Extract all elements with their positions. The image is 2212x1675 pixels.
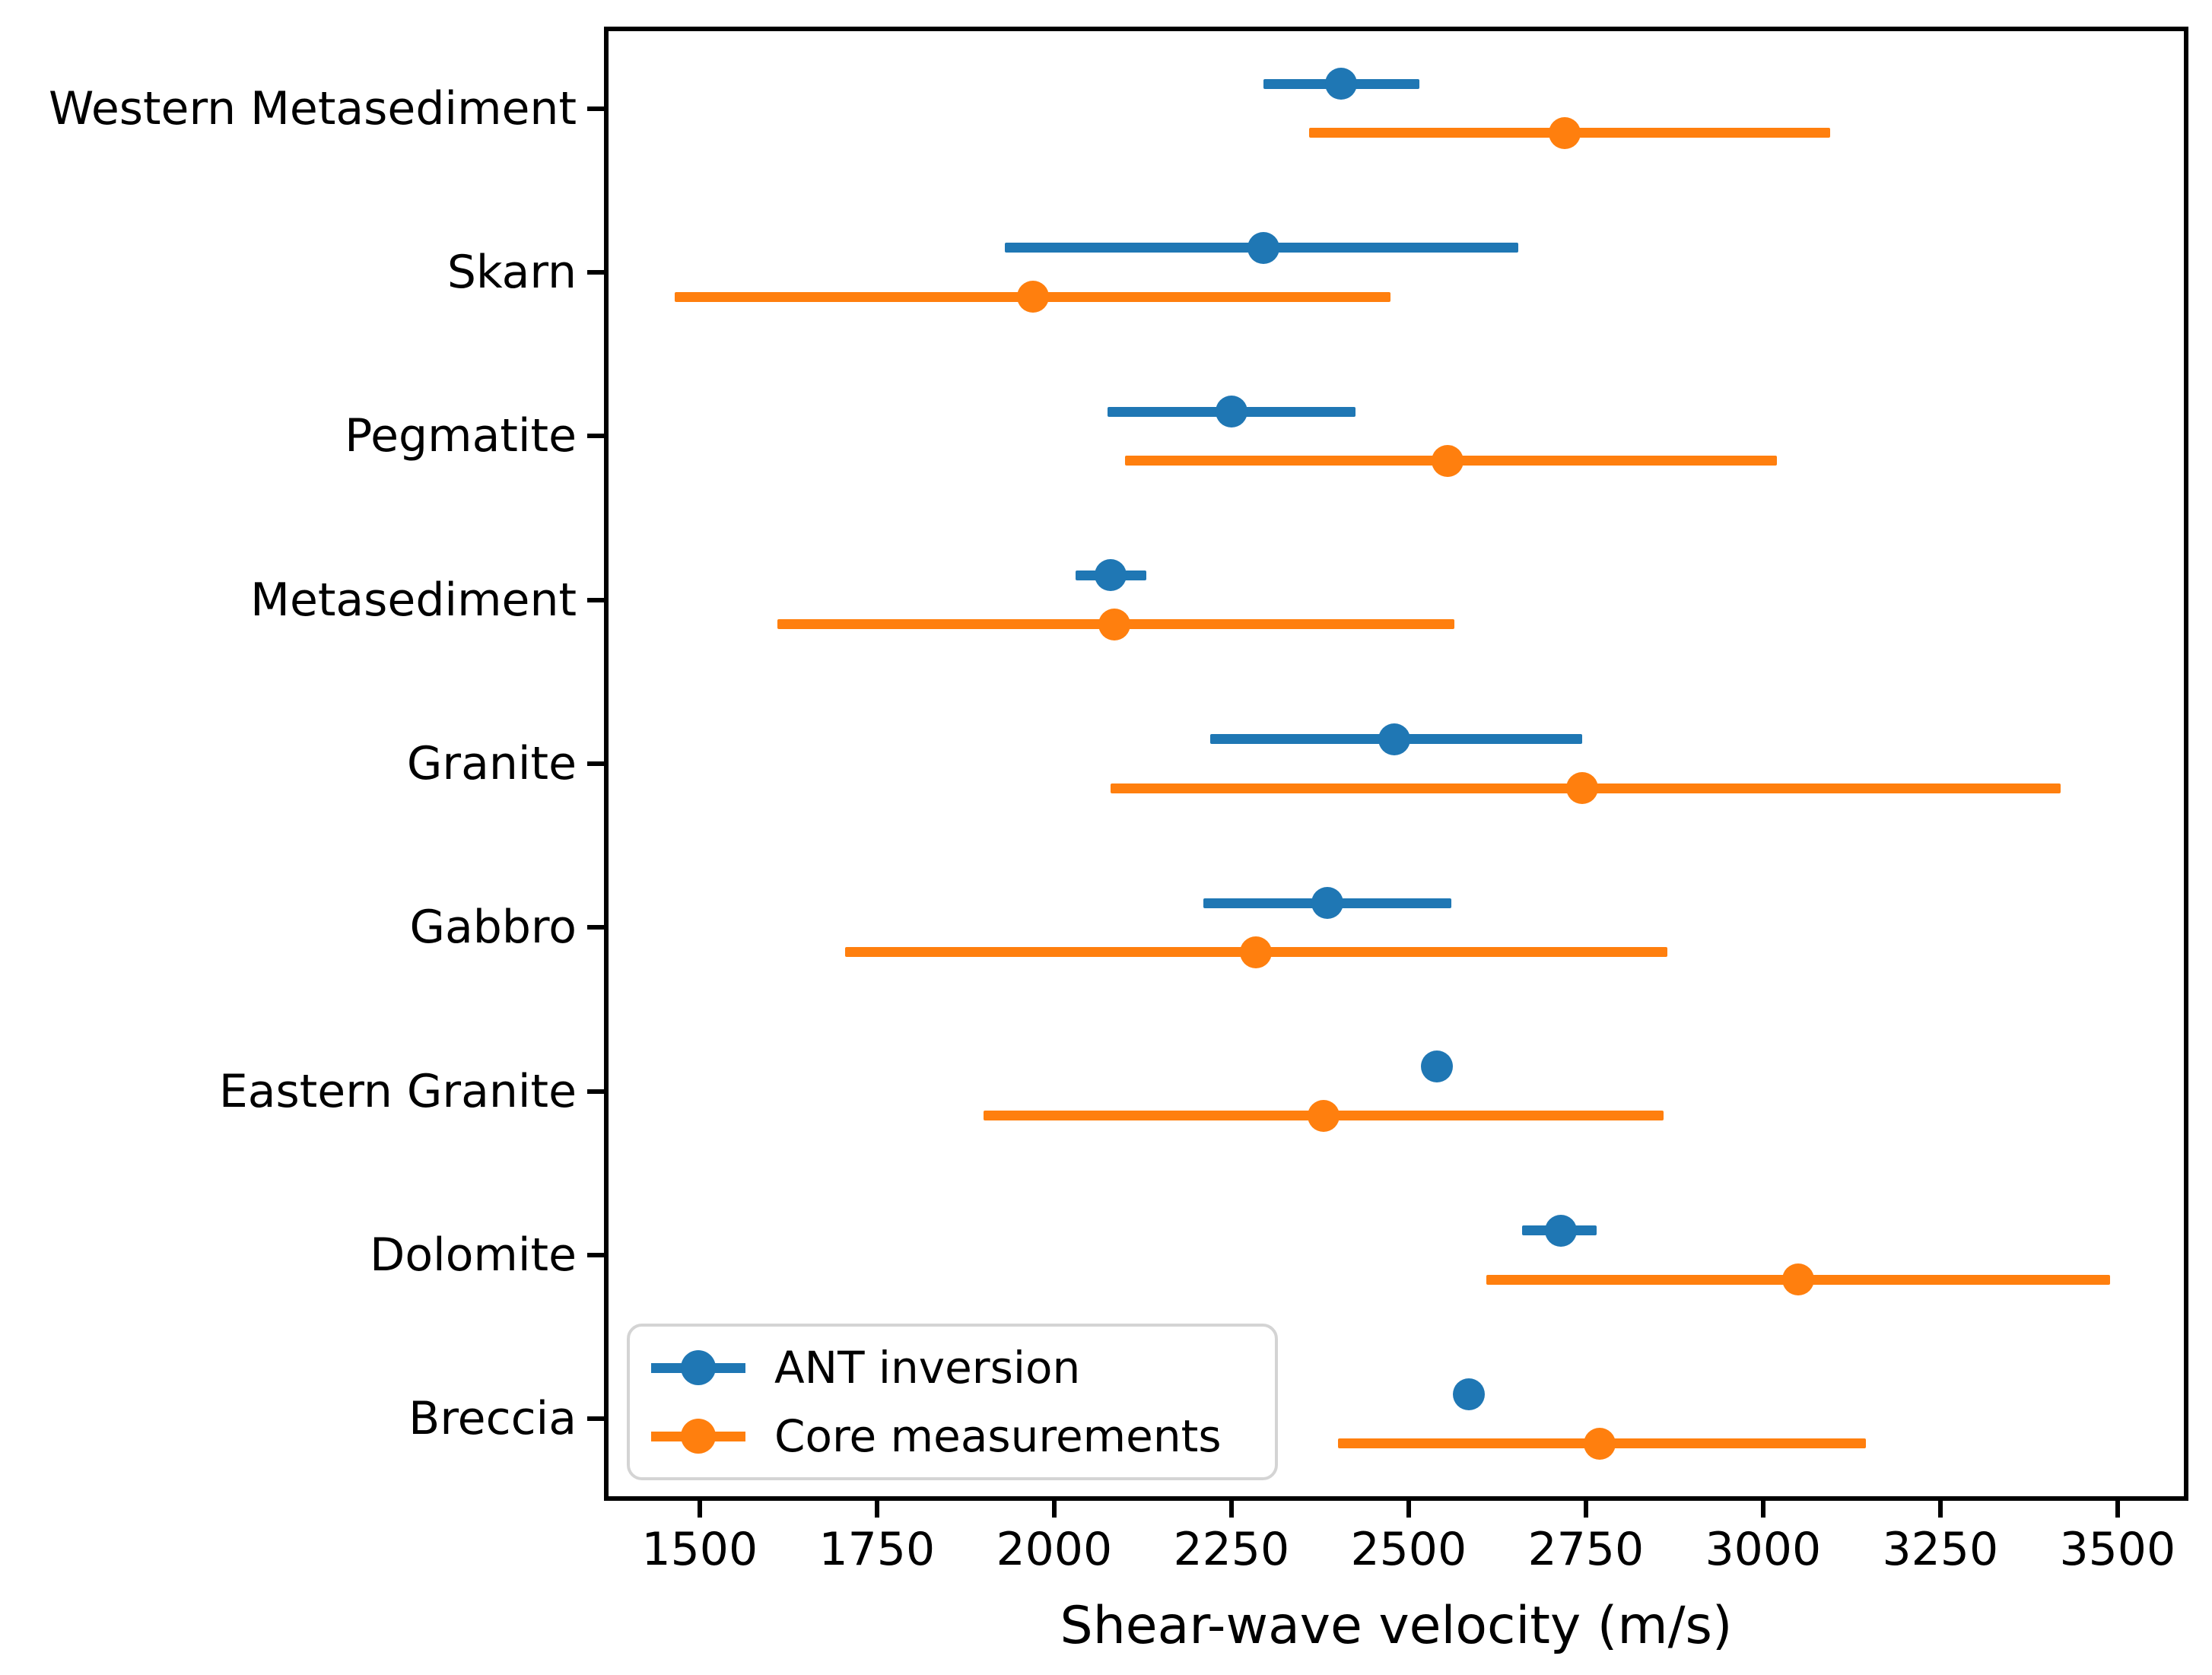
y-tick-label: Western Metasediment (49, 81, 577, 135)
data-point-marker (1307, 1099, 1340, 1132)
plot-area (604, 27, 2188, 1501)
y-tick-label: Granite (406, 737, 577, 790)
y-tick-mark (587, 1253, 604, 1257)
y-tick-mark (587, 1089, 604, 1094)
y-tick-label: Dolomite (370, 1228, 577, 1282)
x-tick-label: 2500 (1350, 1523, 1467, 1576)
x-tick-mark (1937, 1501, 1943, 1518)
y-tick-mark (587, 1416, 604, 1422)
y-tick-label: Gabbro (409, 901, 577, 955)
data-point-marker (1421, 1050, 1454, 1083)
y-tick-label: Pegmatite (345, 409, 577, 463)
y-tick-label: Metasediment (250, 573, 577, 627)
x-tick-mark (1583, 1501, 1588, 1518)
x-tick-label: 3000 (1705, 1523, 1822, 1576)
x-tick-label: 3500 (2059, 1523, 2176, 1576)
x-tick-mark (1051, 1501, 1057, 1518)
data-point-marker (1247, 231, 1279, 264)
x-tick-mark (1760, 1501, 1765, 1518)
x-tick-label: 2250 (1173, 1523, 1290, 1576)
data-point-marker (1584, 1427, 1616, 1460)
legend-label: ANT inversion (774, 1342, 1081, 1394)
x-tick-mark (1406, 1501, 1411, 1518)
legend-label: Core measurements (774, 1410, 1222, 1462)
data-point-marker (1545, 1214, 1578, 1247)
data-point-marker (1240, 936, 1273, 968)
y-tick-mark (587, 270, 604, 275)
x-tick-label: 1500 (641, 1523, 758, 1576)
y-tick-mark (587, 925, 604, 930)
x-tick-mark (2115, 1501, 2120, 1518)
errorbar-marker-icon (650, 1348, 747, 1387)
x-tick-mark (874, 1501, 879, 1518)
x-tick-label: 1750 (818, 1523, 936, 1576)
x-tick-mark (697, 1501, 702, 1518)
y-tick-mark (587, 761, 604, 766)
data-point-marker (1098, 608, 1131, 640)
x-tick-mark (1228, 1501, 1234, 1518)
data-point-marker (1453, 1378, 1486, 1411)
legend: ANT inversion Core measurements (627, 1324, 1278, 1480)
data-point-marker (1548, 116, 1581, 149)
data-point-marker (1215, 396, 1247, 428)
data-point-marker (1311, 887, 1343, 920)
legend-item-ant-inversion: ANT inversion (650, 1335, 1255, 1400)
data-point-marker (1566, 772, 1599, 805)
y-tick-mark (587, 106, 604, 111)
x-tick-label: 2000 (996, 1523, 1113, 1576)
data-point-marker (1432, 444, 1464, 477)
x-tick-label: 3250 (1882, 1523, 1999, 1576)
data-point-marker (1095, 559, 1127, 592)
y-tick-label: Breccia (408, 1392, 577, 1446)
data-point-marker (1782, 1263, 1815, 1296)
y-tick-mark (587, 434, 604, 439)
data-point-marker (1016, 281, 1049, 313)
x-tick-label: 2750 (1527, 1523, 1645, 1576)
data-point-marker (1325, 68, 1358, 100)
legend-item-core-measurements: Core measurements (650, 1403, 1255, 1469)
x-axis-title: Shear-wave velocity (m/s) (1060, 1596, 1733, 1656)
data-point-marker (1378, 723, 1411, 755)
y-tick-mark (587, 597, 604, 602)
errorbar-marker-icon (650, 1416, 747, 1456)
y-tick-label: Eastern Granite (218, 1064, 577, 1118)
y-tick-label: Skarn (447, 246, 577, 299)
